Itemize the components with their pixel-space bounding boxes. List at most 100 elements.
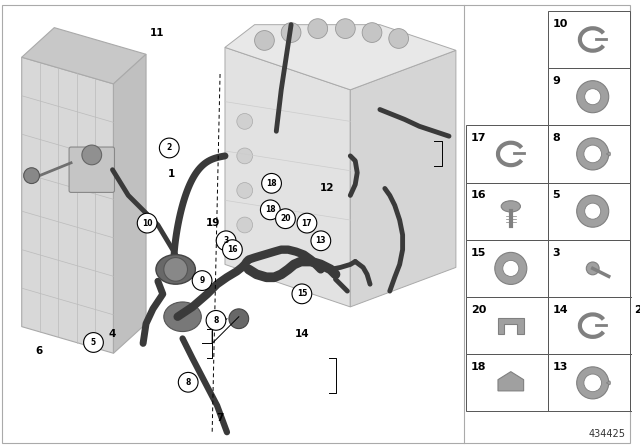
Circle shape [229, 309, 249, 328]
Circle shape [292, 284, 312, 304]
Text: 16: 16 [470, 190, 486, 200]
Text: 16: 16 [227, 245, 237, 254]
Text: 15: 15 [470, 248, 486, 258]
Text: 17: 17 [301, 219, 312, 228]
Circle shape [495, 252, 527, 284]
Text: 3: 3 [552, 248, 560, 258]
Circle shape [262, 173, 282, 193]
Ellipse shape [164, 302, 202, 332]
Circle shape [577, 195, 609, 227]
Polygon shape [498, 318, 524, 334]
Text: 5: 5 [552, 190, 560, 200]
Text: 10: 10 [552, 19, 568, 29]
Text: 20: 20 [470, 305, 486, 315]
Text: 19: 19 [206, 218, 221, 228]
Polygon shape [225, 25, 456, 90]
Circle shape [577, 138, 609, 170]
Bar [630, 297, 640, 354]
Circle shape [577, 367, 609, 399]
Bar [548, 297, 630, 354]
Text: 3: 3 [223, 236, 228, 246]
Text: 4: 4 [109, 329, 116, 339]
Text: 11: 11 [149, 28, 164, 38]
Circle shape [297, 213, 317, 233]
Polygon shape [350, 50, 456, 307]
Circle shape [585, 203, 601, 219]
Circle shape [216, 231, 236, 251]
Bar [466, 182, 548, 240]
Ellipse shape [586, 262, 599, 275]
Circle shape [192, 271, 212, 290]
Text: 5: 5 [91, 338, 96, 347]
Circle shape [179, 372, 198, 392]
Text: 8: 8 [552, 133, 561, 143]
Text: 20: 20 [280, 214, 291, 223]
Text: 8: 8 [186, 378, 191, 387]
Text: 8: 8 [213, 316, 219, 325]
Circle shape [335, 19, 355, 39]
Text: 2: 2 [166, 143, 172, 152]
Text: 9: 9 [552, 76, 561, 86]
Polygon shape [22, 57, 113, 353]
Text: 1: 1 [168, 169, 175, 180]
Text: 18: 18 [266, 179, 277, 188]
Bar [466, 125, 548, 182]
Polygon shape [498, 372, 524, 391]
Text: 14: 14 [294, 329, 309, 339]
Circle shape [503, 260, 519, 276]
Text: 18: 18 [470, 362, 486, 372]
Bar [548, 182, 630, 240]
Circle shape [584, 145, 602, 163]
Circle shape [82, 145, 102, 165]
Circle shape [237, 217, 253, 233]
Wedge shape [606, 152, 611, 156]
Circle shape [577, 81, 609, 113]
Bar [466, 240, 548, 297]
Circle shape [308, 19, 328, 39]
Text: 17: 17 [470, 133, 486, 143]
Bar [548, 240, 630, 297]
Circle shape [237, 148, 253, 164]
Bar [548, 11, 630, 68]
Text: 434425: 434425 [589, 429, 626, 439]
Circle shape [388, 29, 408, 48]
Circle shape [159, 138, 179, 158]
Circle shape [84, 332, 103, 352]
Text: 7: 7 [216, 413, 223, 422]
Circle shape [138, 213, 157, 233]
Ellipse shape [501, 201, 520, 212]
Circle shape [206, 310, 226, 330]
Text: 9: 9 [200, 276, 205, 285]
Circle shape [237, 182, 253, 198]
Polygon shape [22, 28, 146, 84]
Text: 13: 13 [316, 236, 326, 246]
Wedge shape [606, 381, 611, 385]
Circle shape [260, 200, 280, 220]
Polygon shape [113, 54, 146, 353]
Circle shape [223, 240, 243, 259]
Text: 15: 15 [297, 289, 307, 298]
Circle shape [164, 258, 188, 281]
Bar [548, 354, 630, 412]
Text: 13: 13 [552, 362, 568, 372]
Text: 6: 6 [36, 346, 43, 356]
Circle shape [585, 89, 601, 105]
Circle shape [281, 23, 301, 43]
Text: 14: 14 [552, 305, 568, 315]
Circle shape [311, 231, 331, 251]
FancyBboxPatch shape [69, 147, 115, 193]
Bar [466, 354, 548, 412]
Circle shape [276, 209, 295, 228]
Circle shape [255, 30, 275, 50]
Ellipse shape [156, 254, 195, 284]
Polygon shape [225, 47, 350, 307]
Bar [630, 354, 640, 412]
Circle shape [237, 113, 253, 129]
Text: 10: 10 [142, 219, 152, 228]
Bar [466, 297, 548, 354]
Circle shape [24, 168, 40, 184]
Text: 2: 2 [634, 305, 640, 315]
Bar [548, 125, 630, 182]
Text: 12: 12 [320, 183, 334, 193]
Circle shape [362, 23, 382, 43]
